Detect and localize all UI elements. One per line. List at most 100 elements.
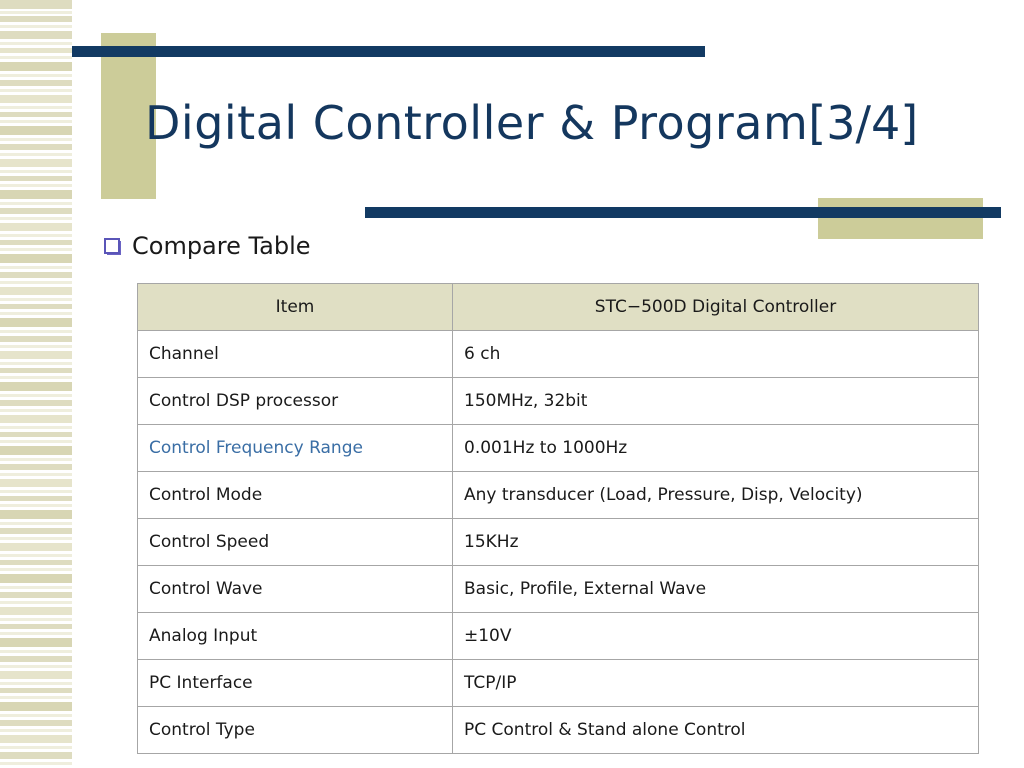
decorative-stripe [0,153,72,156]
table-cell-item: Control Speed [137,518,453,566]
table-row: Control Type PC Control & Stand alone Con… [137,706,979,754]
page-title-suffix: [3/4] [808,96,919,150]
decorative-stripe [0,560,72,565]
decorative-stripe [0,318,72,327]
table-row: Control Mode Any transducer (Load, Pressu… [137,471,979,519]
decorative-stripe [0,106,72,109]
decorative-stripe [0,394,72,397]
decorative-stripe [0,638,72,647]
decorative-stripe [0,120,72,123]
decorative-stripe [0,464,72,470]
decorative-stripe [0,510,72,519]
table-row: Control DSP processor 150MHz, 32bit [137,377,979,425]
decorative-stripe [0,25,72,28]
navy-rule-top [72,46,705,57]
decorative-stripe [0,696,72,699]
decorative-stripe [0,159,72,167]
bullet-item-label: Compare Table [132,232,311,260]
table-cell-item: Control DSP processor [137,377,453,425]
decorative-stripe [0,208,72,214]
decorative-stripe [0,607,72,615]
decorative-stripe [0,473,72,476]
decorative-stripe [0,432,72,437]
table-row: Analog Input ±10V [137,612,979,660]
decorative-stripe [0,574,72,583]
decorative-stripe [0,240,72,245]
decorative-stripe [0,735,72,743]
decorative-stripe [0,345,72,348]
decorative-stripe [0,504,72,507]
decorative-stripe [0,62,72,71]
decorative-stripe [0,11,72,14]
decorative-stripe [0,446,72,455]
decorative-stripe [0,409,72,412]
decorative-stripe [0,729,72,732]
column-header-item: Item [137,283,453,331]
decorative-stripe [0,42,72,45]
decorative-stripe [0,95,72,103]
decorative-stripe [0,16,72,22]
decorative-stripe [0,184,72,187]
decorative-stripe [0,601,72,604]
decorative-stripe [0,287,72,295]
table-cell-item: Control Wave [137,565,453,613]
decorative-stripe [0,618,72,621]
decorative-stripe [0,80,72,86]
decorative-stripe [0,382,72,391]
table-cell-value: TCP/IP [452,659,979,707]
table-cell-value: 150MHz, 32bit [452,377,979,425]
decorative-stripe [0,586,72,589]
decorative-stripe [0,304,72,309]
decorative-stripe [0,312,72,315]
decorative-stripe [0,272,72,278]
table-header: Item STC−500D Digital Controller [137,283,979,331]
page-title-main: Digital Controller & Program [145,96,809,150]
decorative-stripe [0,170,72,173]
page-title: Digital Controller & Program[3/4] [145,96,985,150]
decorative-stripe [0,74,72,77]
decorative-stripe [0,144,72,150]
square-bullet-icon [104,237,121,255]
decorative-stripe [0,702,72,711]
khaki-accent-block-left [101,33,156,199]
decorative-stripe [0,202,72,205]
table-cell-item: Channel [137,330,453,378]
decorative-stripe [0,266,72,269]
decorative-stripe-band [0,0,72,768]
decorative-stripe [0,298,72,301]
column-header-value: STC−500D Digital Controller [452,283,979,331]
table-row: Control Wave Basic, Profile, External Wav… [137,565,979,613]
table-cell-value: 15KHz [452,518,979,566]
decorative-stripe [0,362,72,365]
table-cell-item: Analog Input [137,612,453,660]
decorative-stripe [0,720,72,726]
decorative-stripe [0,48,72,53]
navy-rule-middle [365,207,1001,218]
bullet-item-compare-table: Compare Table [104,232,311,260]
table-cell-item: Control Mode [137,471,453,519]
decorative-stripe [0,223,72,231]
decorative-stripe [0,281,72,284]
decorative-stripe [0,426,72,429]
decorative-stripe [0,490,72,493]
decorative-stripe [0,31,72,39]
table-row: Control Speed 15KHz [137,518,979,566]
decorative-stripe [0,254,72,263]
decorative-stripe [0,176,72,181]
decorative-stripe [0,714,72,717]
decorative-stripe [0,415,72,423]
decorative-stripe [0,248,72,251]
compare-table: Item STC−500D Digital Controller Channel… [137,283,979,754]
decorative-stripe [0,543,72,551]
decorative-stripe [0,138,72,141]
table-row: Control Frequency Range 0.001Hz to 1000Hz [137,424,979,472]
decorative-stripe [0,746,72,749]
decorative-stripe [0,528,72,534]
decorative-stripe [0,336,72,342]
decorative-stripe [0,479,72,487]
decorative-stripe [0,650,72,653]
table-cell-value: ±10V [452,612,979,660]
decorative-stripe [0,665,72,668]
decorative-stripe [0,762,72,765]
